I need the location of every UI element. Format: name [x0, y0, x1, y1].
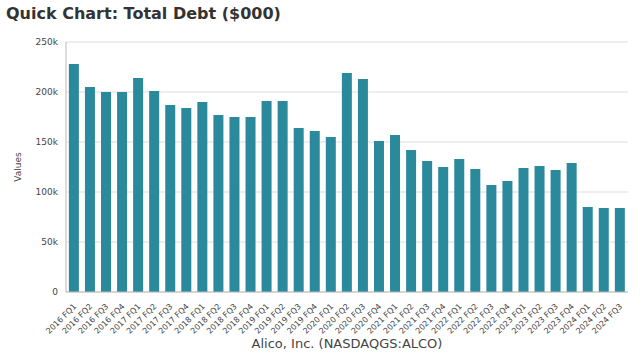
svg-text:2020 FQ1: 2020 FQ1: [301, 301, 336, 336]
svg-text:2016 FQ2: 2016 FQ2: [60, 301, 95, 336]
svg-text:2022 FQ2: 2022 FQ2: [445, 301, 480, 336]
svg-text:2016 FQ4: 2016 FQ4: [92, 301, 127, 336]
svg-text:Values: Values: [13, 152, 23, 182]
svg-text:2018 FQ4: 2018 FQ4: [221, 301, 255, 336]
svg-text:2017 FQ1: 2017 FQ1: [108, 301, 143, 336]
svg-text:2016 FQ3: 2016 FQ3: [76, 301, 111, 336]
svg-text:2024 FQ3: 2024 FQ3: [590, 302, 624, 336]
svg-text:2020 FQ4: 2020 FQ4: [349, 301, 384, 336]
svg-text:250k: 250k: [36, 37, 59, 47]
svg-text:2022 FQ3: 2022 FQ3: [461, 301, 496, 336]
html-text:Quick Chart: Total Debt ($000): Quick Chart: Total Debt ($000): [6, 4, 281, 23]
svg-text:2018 FQ3: 2018 FQ3: [205, 301, 239, 336]
svg-text:2017 FQ2: 2017 FQ2: [124, 301, 159, 336]
svg-text:2021 FQ2: 2021 FQ2: [381, 301, 416, 336]
svg-text:2016 FQ1: 2016 FQ1: [44, 301, 79, 336]
svg-text:2017 FQ3: 2017 FQ3: [140, 301, 175, 336]
svg-text:2021 FQ4: 2021 FQ4: [413, 301, 448, 336]
svg-text:100k: 100k: [36, 187, 59, 197]
svg-text:200k: 200k: [36, 87, 59, 97]
svg-text:2019 FQ1: 2019 FQ1: [237, 301, 271, 336]
svg-text:2019 FQ4: 2019 FQ4: [285, 301, 320, 336]
html-text:Alico, Inc. (NASDAQGS:ALCO): Alico, Inc. (NASDAQGS:ALCO): [251, 336, 443, 351]
svg-text:2024 FQ2: 2024 FQ2: [574, 301, 609, 336]
svg-text:2023 FQ4: 2023 FQ4: [542, 301, 576, 336]
svg-text:2022 FQ4: 2022 FQ4: [478, 301, 512, 336]
svg-text:2020 FQ2: 2020 FQ2: [317, 301, 352, 336]
svg-text:0: 0: [52, 287, 58, 297]
svg-text:2018 FQ1: 2018 FQ1: [172, 301, 207, 336]
svg-text:50k: 50k: [41, 237, 58, 247]
svg-text:2023 FQ1: 2023 FQ1: [494, 301, 528, 336]
svg-text:2022 FQ1: 2022 FQ1: [429, 301, 464, 336]
svg-text:150k: 150k: [36, 137, 59, 147]
svg-text:2021 FQ1: 2021 FQ1: [365, 301, 400, 336]
svg-text:2018 FQ2: 2018 FQ2: [188, 301, 223, 336]
svg-text:2020 FQ3: 2020 FQ3: [333, 301, 368, 336]
svg-text:2019 FQ3: 2019 FQ3: [269, 301, 304, 336]
svg-text:2023 FQ2: 2023 FQ2: [510, 301, 544, 336]
svg-text:2023 FQ3: 2023 FQ3: [526, 301, 560, 336]
svg-text:2021 FQ3: 2021 FQ3: [397, 301, 432, 336]
svg-text:2017 FQ4: 2017 FQ4: [156, 301, 191, 336]
svg-text:2019 FQ2: 2019 FQ2: [253, 301, 287, 336]
svg-text:2024 FQ1: 2024 FQ1: [558, 301, 593, 336]
